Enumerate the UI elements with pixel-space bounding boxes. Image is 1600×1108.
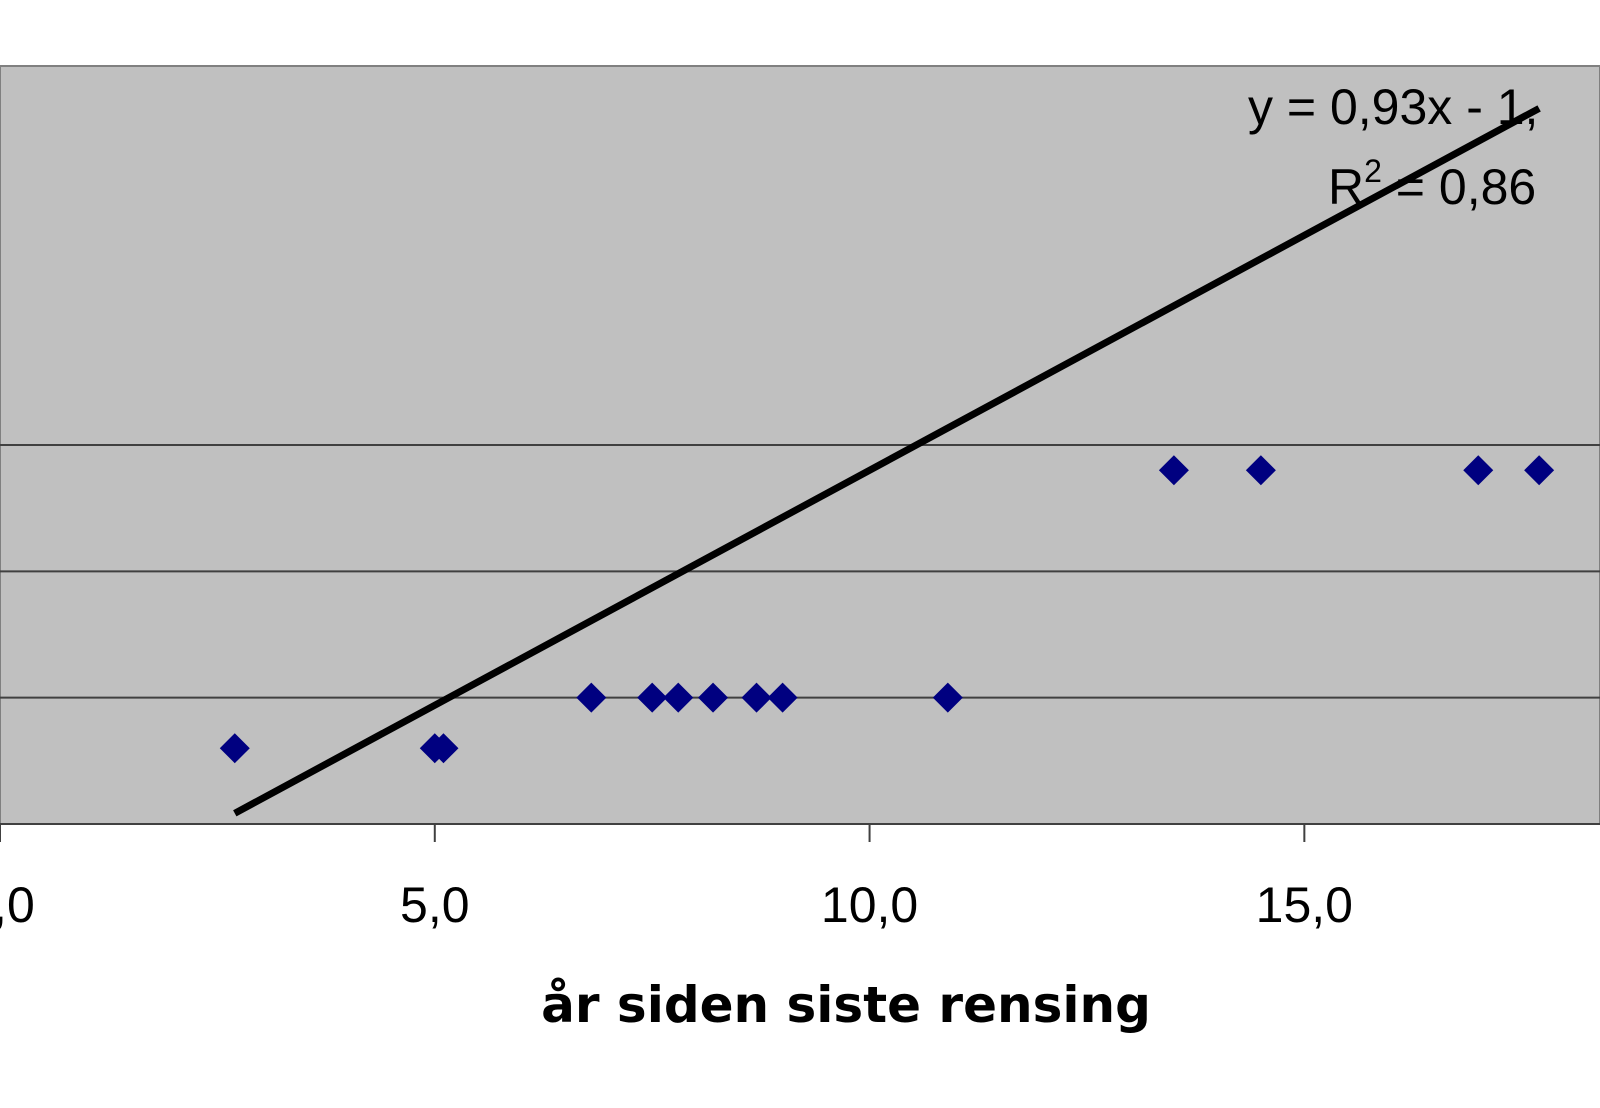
data-point-11: [1245, 455, 1276, 486]
trendline: [233, 105, 1541, 817]
data-points: [219, 455, 1555, 764]
data-point-7: [741, 682, 772, 713]
data-point-4: [637, 682, 668, 713]
gridlines: [0, 444, 1600, 699]
x-tick-label-1: 5,0: [400, 877, 470, 933]
data-point-0: [219, 733, 250, 764]
data-point-5: [663, 682, 694, 713]
r-squared-superscript: 2: [1364, 153, 1382, 189]
data-point-10: [1158, 455, 1189, 486]
x-tick-label-3: 15,0: [1256, 877, 1353, 933]
data-point-6: [698, 682, 729, 713]
r-squared-value: = 0,86: [1382, 159, 1536, 215]
x-tick-label-2: 10,0: [821, 877, 918, 933]
x-axis-title: år siden siste rensing: [541, 976, 1151, 1034]
r-squared-symbol: R: [1328, 159, 1364, 215]
trendline-equation: y = 0,93x - 1,: [1248, 79, 1538, 135]
data-point-8: [767, 682, 798, 713]
data-point-12: [1463, 455, 1494, 486]
x-axis-tick-labels: 0,0 5,0 10,0 15,0: [0, 877, 1353, 933]
x-axis-ticks: [0, 824, 1306, 842]
data-point-9: [932, 682, 963, 713]
trendline-r-squared: R2 = 0,86: [1328, 153, 1536, 215]
data-point-2: [428, 733, 459, 764]
x-tick-label-0: 0,0: [0, 877, 35, 933]
data-point-13: [1524, 455, 1555, 486]
data-point-3: [576, 682, 607, 713]
